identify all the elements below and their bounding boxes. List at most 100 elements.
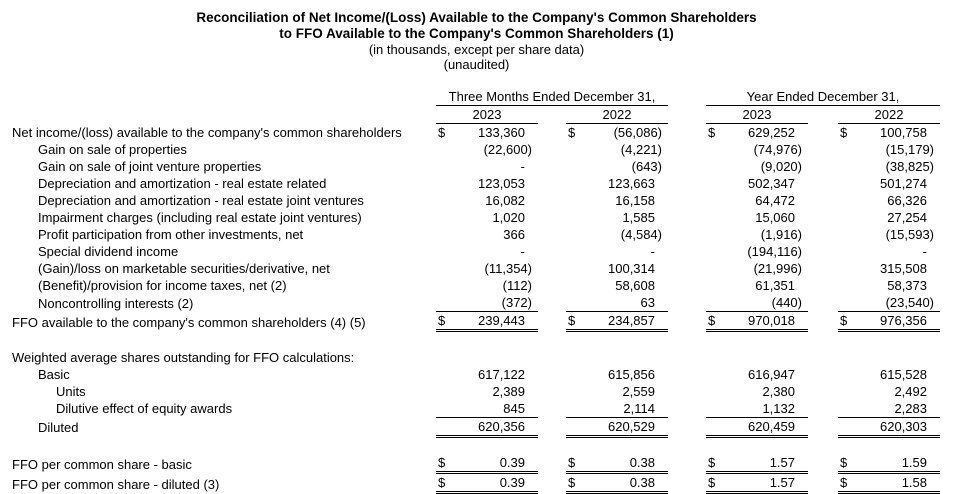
column-spacer <box>668 383 706 400</box>
col-group-three-months: Three Months Ended December 31, <box>436 88 668 106</box>
dollar-sign-cell <box>566 399 584 418</box>
row-label: FFO per common share - diluted (3) <box>12 476 220 492</box>
dollar-sign-cell <box>706 417 724 438</box>
value-cell: 66,326 <box>887 193 927 208</box>
column-spacer <box>808 294 838 312</box>
row-label: Dilutive effect of equity awards <box>56 401 233 416</box>
value-cell: 0.39 <box>454 472 538 494</box>
value-cell: 16,158 <box>615 193 655 208</box>
column-spacer <box>538 226 566 243</box>
value-cell: (38,825) <box>885 159 934 174</box>
row-label: Noncontrolling interests (2) <box>38 295 194 311</box>
table-row: Noncontrolling interests (2) (372) 63 (440)… <box>12 294 940 312</box>
value-cell: 58,608 <box>615 278 655 293</box>
dollar-sign-cell: $ <box>706 311 724 332</box>
column-spacer <box>808 243 838 260</box>
value-cell: 2,283 <box>856 399 940 418</box>
value-cell: 629,252 <box>748 125 795 140</box>
value-cell: (11,354) <box>484 261 532 276</box>
column-spacer <box>538 294 566 312</box>
dollar-sign-cell <box>706 294 724 312</box>
value-cell: 1,020 <box>492 210 525 225</box>
value-cell: (4,221) <box>620 142 662 157</box>
dollar-sign-cell <box>706 399 724 418</box>
value-cell: 2,114 <box>584 399 668 418</box>
header-spacer <box>12 106 436 124</box>
dollar-sign-cell <box>436 383 454 400</box>
dollar-sign-cell <box>566 349 584 366</box>
value-cell: - <box>520 159 525 174</box>
row-label: Gain on sale of properties <box>38 142 187 157</box>
dollar-sign-cell <box>706 175 724 192</box>
header-spacer <box>808 106 838 124</box>
column-spacer <box>668 141 706 158</box>
column-spacer <box>538 175 566 192</box>
row-label: Special dividend income <box>38 244 179 259</box>
dollar-sign-cell <box>436 141 454 158</box>
column-spacer <box>808 124 838 142</box>
document-header: Reconciliation of Net Income/(Loss) Avai… <box>0 0 953 72</box>
dollar-sign-cell: $ <box>568 125 576 140</box>
dollar-sign-cell: $ <box>436 454 454 474</box>
dollar-sign-cell <box>566 192 584 209</box>
value-cell: 133,360 <box>478 125 525 140</box>
column-spacer <box>668 243 706 260</box>
row-label: Profit participation from other investme… <box>38 227 304 242</box>
header-spacer <box>12 88 436 106</box>
header-spacer <box>668 88 706 106</box>
row-label: Weighted average shares outstanding for … <box>12 349 355 365</box>
value-cell: 970,018 <box>724 311 808 332</box>
dollar-sign-cell <box>838 366 856 383</box>
column-spacer <box>808 400 838 418</box>
col-group-year-ended: Year Ended December 31, <box>706 88 940 106</box>
value-cell: 234,857 <box>584 311 668 332</box>
value-cell: - <box>650 244 655 259</box>
row-label: (Benefit)/provision for income taxes, ne… <box>38 278 287 293</box>
value-cell: 2,492 <box>894 383 927 399</box>
column-spacer <box>538 209 566 226</box>
dollar-sign-cell: $ <box>566 311 584 332</box>
dollar-sign-cell <box>706 141 724 158</box>
dollar-sign-cell <box>706 209 724 226</box>
table-row: FFO per common share - basic $0.39 $0.38 $1… <box>12 454 940 474</box>
dollar-sign-cell <box>838 277 856 294</box>
dollar-sign-cell <box>436 399 454 418</box>
column-spacer <box>668 349 706 366</box>
table-row: Weighted average shares outstanding for … <box>12 349 940 366</box>
column-spacer <box>808 383 838 400</box>
value-cell: (74,976) <box>753 142 802 157</box>
dollar-sign-cell <box>706 243 724 260</box>
header-spacer <box>668 106 706 124</box>
table-row: (Gain)/loss on marketable securities/der… <box>12 260 940 277</box>
dollar-sign-cell <box>838 192 856 209</box>
dollar-sign-cell <box>838 243 856 260</box>
column-spacer <box>808 141 838 158</box>
dollar-sign-cell <box>838 260 856 277</box>
value-cell: 1.57 <box>724 454 808 474</box>
value-cell: 100,758 <box>880 125 927 140</box>
dollar-sign-cell <box>838 294 856 312</box>
spacer-cell <box>12 436 940 454</box>
column-spacer <box>808 473 838 493</box>
column-spacer <box>668 124 706 142</box>
column-spacer <box>538 124 566 142</box>
value-cell: (194,116) <box>747 244 802 259</box>
value-cell: 63 <box>584 294 668 312</box>
dollar-sign-cell <box>566 417 584 438</box>
column-spacer <box>538 366 566 383</box>
dollar-sign-cell <box>436 294 454 312</box>
value-cell: 366 <box>503 227 525 242</box>
table-row: Gain on sale of joint venture properties… <box>12 158 940 175</box>
table-row: Special dividend income - - (194,116) - <box>12 243 940 260</box>
dollar-sign-cell <box>436 366 454 383</box>
dollar-sign-cell <box>566 383 584 400</box>
column-spacer <box>668 473 706 493</box>
value-cell: 615,856 <box>608 366 655 382</box>
value-cell: 15,060 <box>755 210 795 225</box>
column-spacer <box>538 192 566 209</box>
dollar-sign-cell <box>838 383 856 400</box>
row-label: Basic <box>38 366 70 382</box>
table-row: Depreciation and amortization - real est… <box>12 175 940 192</box>
value-cell: 617,122 <box>478 366 525 382</box>
column-spacer <box>538 454 566 473</box>
